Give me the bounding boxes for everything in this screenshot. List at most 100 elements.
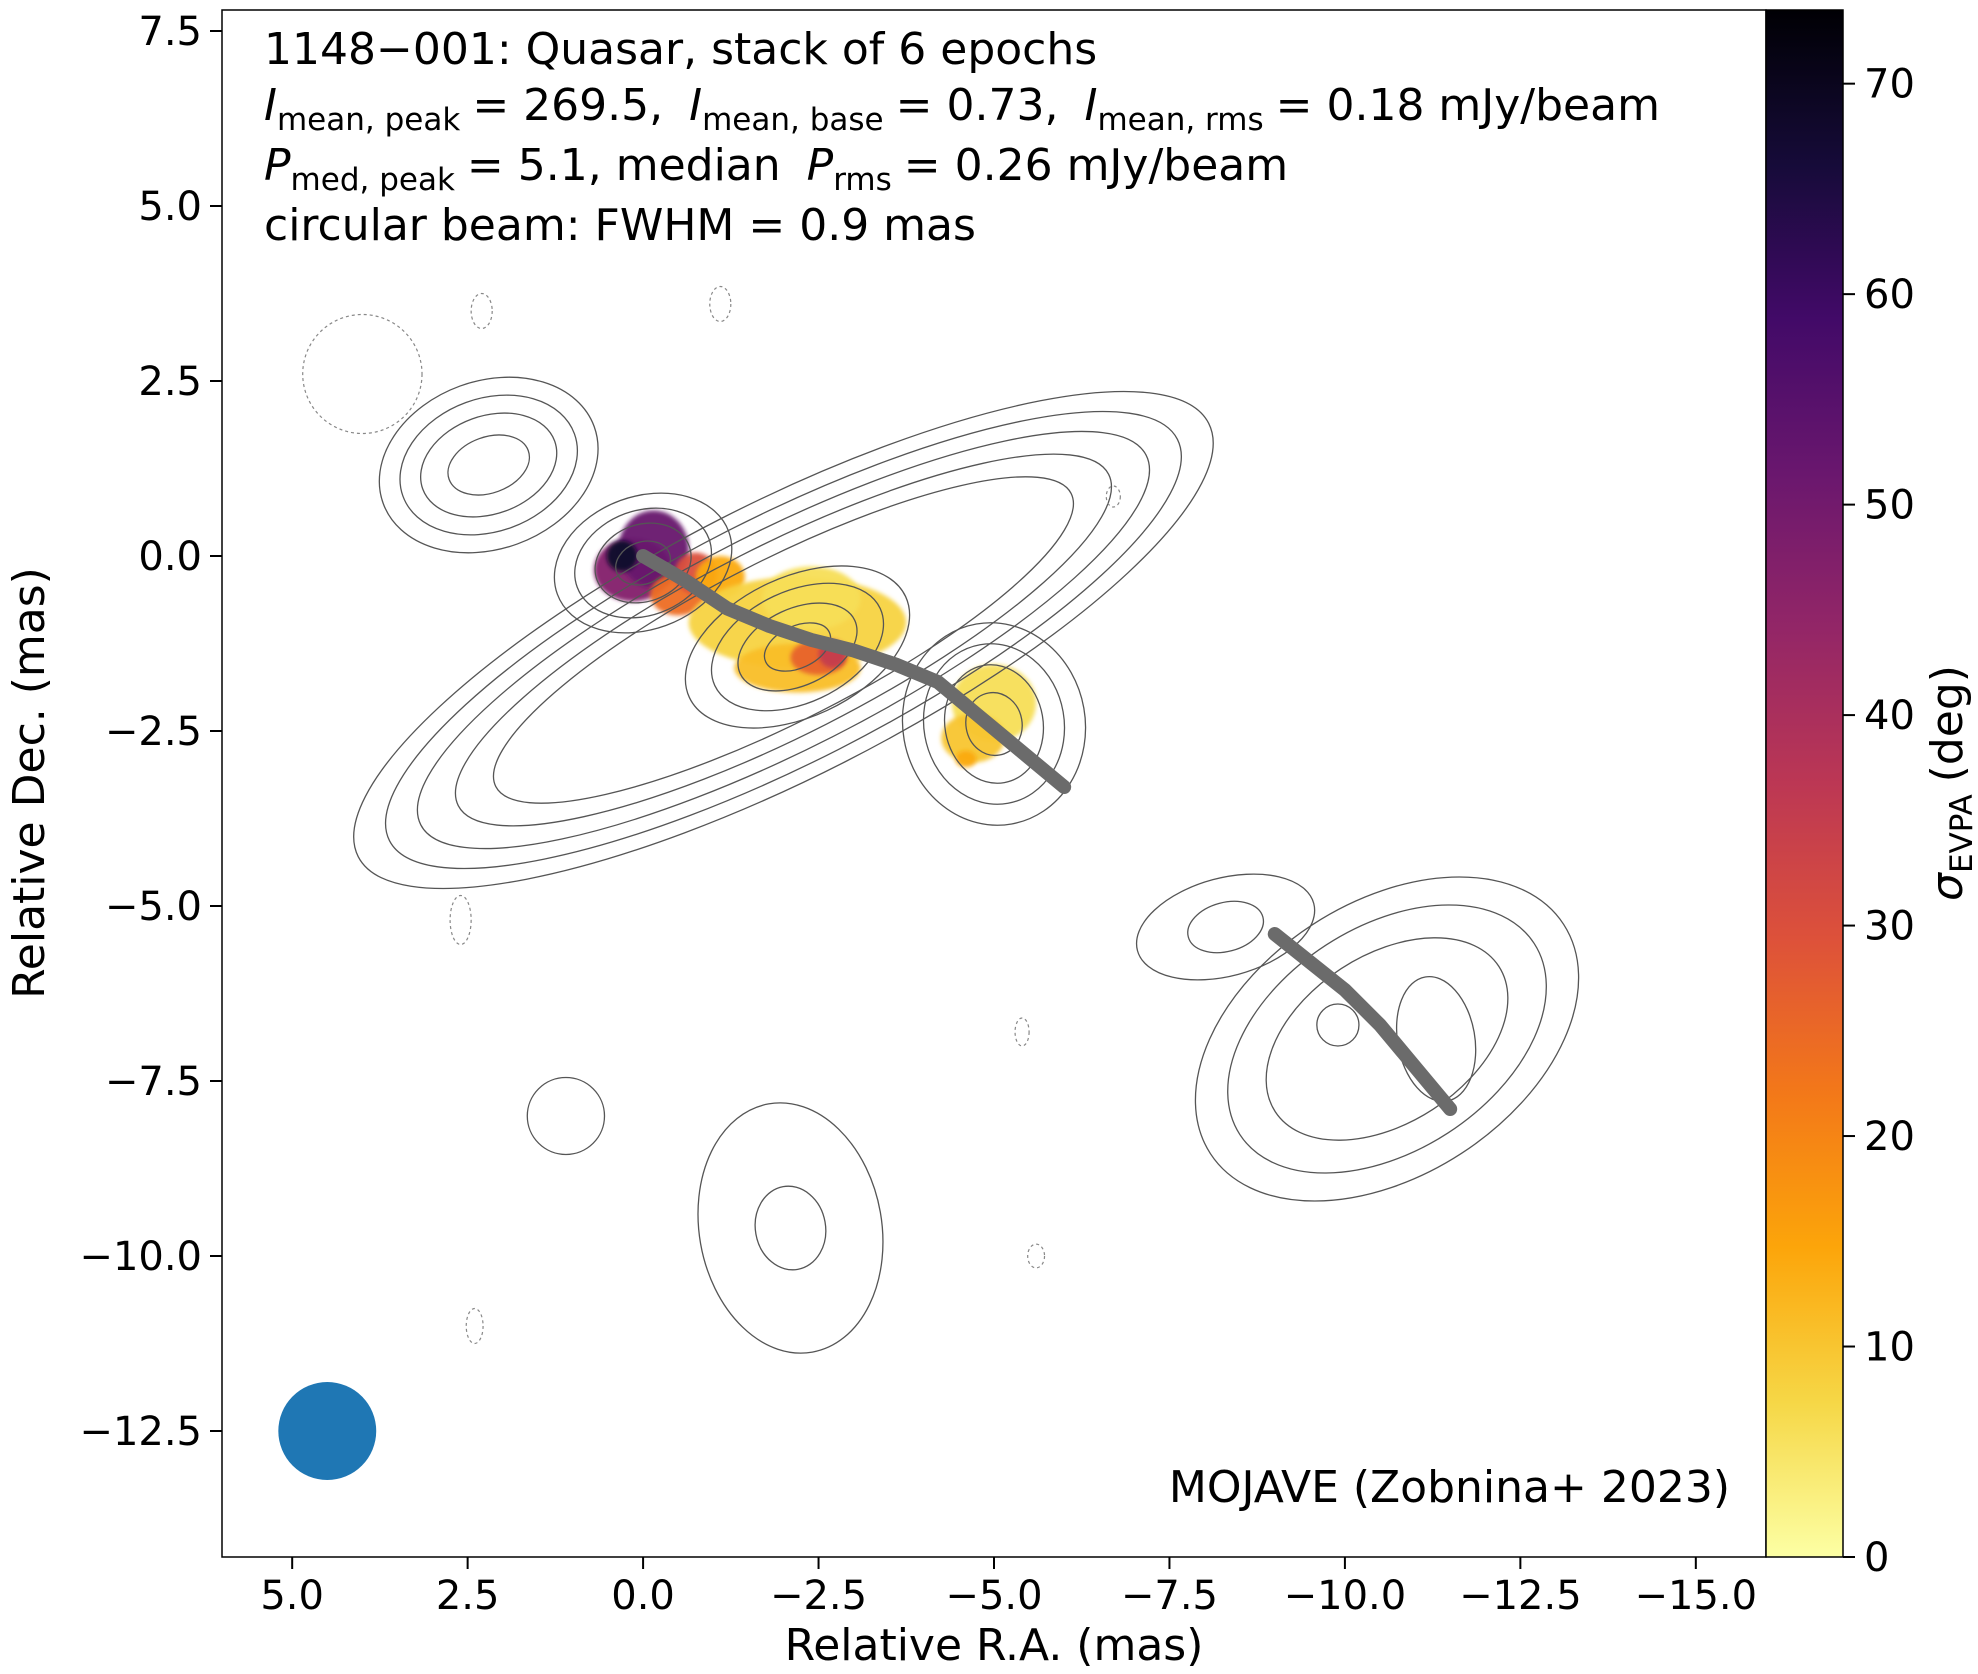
sigma-evpa-region: [762, 566, 861, 630]
contour-line: [492, 476, 1075, 804]
contour-line: [965, 691, 1023, 757]
x-tick-label: −2.5: [770, 1573, 867, 1619]
y-tick-label: −10.0: [79, 1234, 202, 1280]
colorbar-tick-label: 40: [1864, 693, 1915, 739]
y-tick-label: −12.5: [79, 1409, 202, 1455]
contour-line: [447, 434, 531, 496]
beam-marker: [278, 1382, 377, 1480]
x-tick-label: 2.5: [436, 1573, 500, 1619]
contour-line: [943, 664, 1045, 784]
p-rms-subscript: rms: [833, 162, 892, 198]
beam-circle: [278, 1382, 377, 1480]
i-symbol-3: I: [1084, 80, 1097, 131]
p-symbol: P: [264, 140, 291, 191]
colorbar-label: σEVPA (deg): [1922, 665, 1978, 901]
negative-contour-line: [709, 285, 732, 323]
contour-line: [684, 565, 911, 729]
contour-line: [754, 1185, 827, 1271]
sigma-symbol: σ: [1922, 872, 1973, 901]
colorbar-unit: (deg): [1922, 665, 1973, 782]
y-axis-label: Relative Dec. (mas): [4, 567, 55, 999]
contour-line: [416, 430, 1151, 850]
negative-contour-line: [470, 292, 493, 330]
intensity-contours: [353, 376, 1580, 1354]
title-block: 1148−001: Quasar, stack of 6 epochs Imea…: [264, 24, 1660, 251]
negative-contour-line: [1014, 1017, 1030, 1047]
y-tick-label: 0.0: [138, 534, 202, 580]
title-line-4: circular beam: FWHM = 0.9 mas: [264, 200, 976, 251]
y-axis-ticks: 7.5 5.0 2.5 0.0 −2.5 −5.0 −7.5 −10.0 −12.5: [79, 9, 222, 1455]
i-peak-value: = 269.5,: [472, 80, 663, 131]
contour-line: [697, 1102, 884, 1354]
ridge-line: [636, 549, 1072, 794]
p-peak-value: = 5.1, median: [467, 140, 781, 191]
contour-line: [454, 453, 1113, 827]
contour-line: [378, 376, 599, 554]
y-tick-label: −2.5: [105, 709, 202, 755]
y-tick-label: −5.0: [105, 884, 202, 930]
title-line-2: Imean, peak = 269.5, Imean, base = 0.73, I…: [264, 80, 1660, 138]
x-axis-ticks: 5.0 2.5 0.0 −2.5 −5.0 −7.5 −10.0 −12.5 −15.0: [260, 1557, 1757, 1619]
contour-line: [1187, 900, 1265, 954]
contour-line: [1135, 873, 1316, 981]
sigma-evpa-region: [606, 540, 638, 572]
colorbar-tick-label: 0: [1864, 1535, 1889, 1581]
colorbar-gradient: [1765, 9, 1844, 1558]
x-tick-label: 5.0: [260, 1573, 324, 1619]
colorbar-tick-label: 20: [1864, 1114, 1915, 1160]
contour-line: [615, 540, 672, 586]
colorbar-tick-label: 50: [1864, 483, 1915, 529]
contour-line: [922, 643, 1066, 805]
contour-line: [901, 622, 1087, 826]
x-tick-label: −7.5: [1121, 1573, 1218, 1619]
i-base-value: = 0.73,: [896, 80, 1059, 131]
i-symbol: I: [264, 80, 277, 131]
i-rms-subscript: mean, rms: [1097, 102, 1263, 138]
negative-contours: [302, 285, 1121, 1345]
colorbar-tick-label: 70: [1864, 62, 1915, 108]
contour-line: [419, 412, 558, 518]
title-line-1: 1148−001: Quasar, stack of 6 epochs: [264, 24, 1097, 75]
i-rms-value: = 0.18 mJy/beam: [1276, 80, 1660, 131]
negative-contour-line: [1105, 485, 1121, 508]
negative-contour-line: [302, 313, 423, 435]
y-tick-label: −7.5: [105, 1059, 202, 1105]
contour-line: [737, 602, 858, 692]
contour-line: [1194, 876, 1580, 1202]
colorbar-tick-label: 60: [1864, 272, 1915, 318]
contour-line: [526, 1076, 606, 1156]
contour-line: [1265, 937, 1509, 1141]
i-peak-subscript: mean, peak: [277, 102, 460, 138]
p-peak-subscript: med, peak: [291, 162, 455, 198]
sigma-evpa-region: [955, 750, 977, 768]
colorbar-tick-label: 10: [1864, 1325, 1915, 1371]
jet-ridge-lines: [636, 549, 1458, 1116]
sigma-subscript: EVPA: [1944, 794, 1978, 873]
contour-line: [1227, 904, 1547, 1174]
x-tick-label: 0.0: [611, 1573, 675, 1619]
y-tick-label: 5.0: [138, 184, 202, 230]
contour-line: [553, 492, 733, 634]
contour-line: [594, 522, 692, 604]
i-symbol-2: I: [689, 80, 702, 131]
negative-contour-line: [465, 1307, 484, 1345]
p-rms-value: = 0.26 mJy/beam: [904, 140, 1288, 191]
negative-contour-line: [449, 894, 472, 946]
i-base-subscript: mean, base: [702, 102, 884, 138]
plot-area: [278, 285, 1580, 1480]
negative-contour-line: [1027, 1243, 1046, 1269]
x-tick-label: −12.5: [1459, 1573, 1582, 1619]
contour-line: [399, 394, 579, 536]
y-tick-label: 7.5: [138, 9, 202, 55]
x-tick-label: −5.0: [945, 1573, 1042, 1619]
contour-line: [710, 582, 885, 712]
colorbar-tick-label: 30: [1864, 904, 1915, 950]
credit-annotation: MOJAVE (Zobnina+ 2023): [1169, 1462, 1730, 1513]
x-tick-label: −15.0: [1635, 1573, 1758, 1619]
p-symbol-2: P: [807, 140, 834, 191]
x-tick-label: −10.0: [1284, 1573, 1407, 1619]
ridge-line: [1267, 927, 1458, 1116]
colorbar: 0 10 20 30 40 50 60 70 σEVPA (deg): [1765, 9, 1978, 1581]
contour-line: [574, 507, 713, 619]
